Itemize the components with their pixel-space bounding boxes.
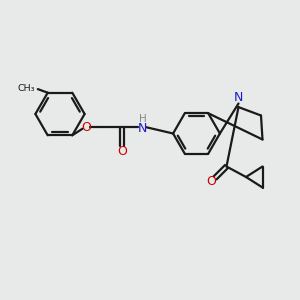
Text: N: N: [234, 91, 244, 104]
Text: O: O: [81, 121, 91, 134]
Text: CH₃: CH₃: [17, 84, 35, 93]
Text: N: N: [138, 122, 147, 135]
Text: H: H: [139, 114, 146, 124]
Text: O: O: [117, 145, 127, 158]
Text: O: O: [206, 175, 216, 188]
